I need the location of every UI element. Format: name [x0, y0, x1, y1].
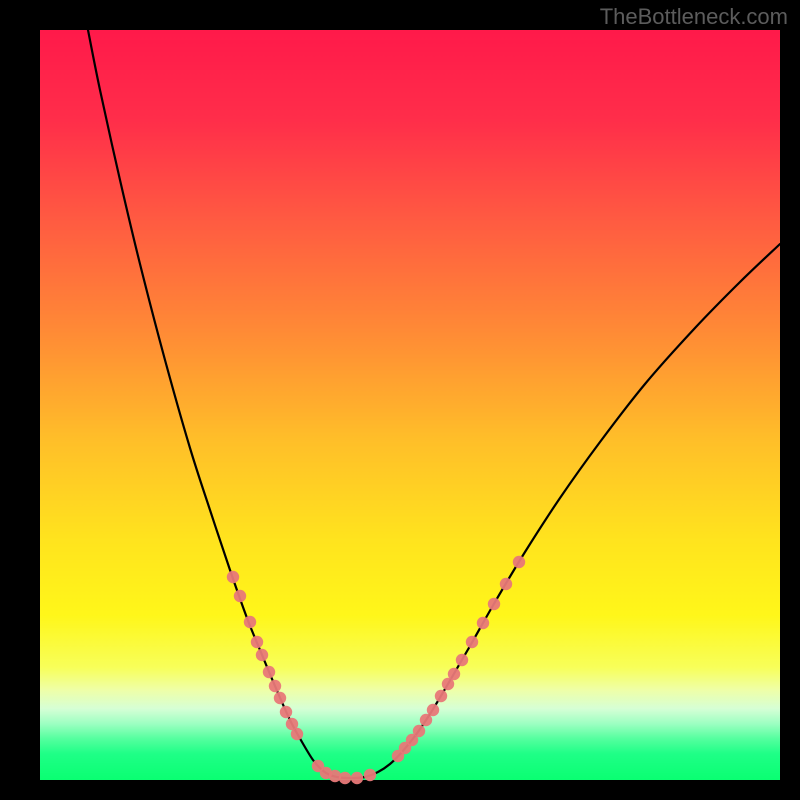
curve-marker-dot: [269, 680, 281, 692]
curve-marker-dot: [251, 636, 263, 648]
curve-marker-dot: [263, 666, 275, 678]
curve-marker-dot: [291, 728, 303, 740]
curve-marker-dot: [280, 706, 292, 718]
curve-marker-dot: [448, 668, 460, 680]
curve-marker-dot: [413, 725, 425, 737]
curve-marker-dot: [435, 690, 447, 702]
curve-marker-dot: [488, 598, 500, 610]
resonance-curve: [88, 30, 780, 778]
curve-marker-dot: [477, 617, 489, 629]
curve-marker-dot: [420, 714, 432, 726]
curve-marker-dot: [351, 772, 363, 784]
curve-marker-dot: [364, 769, 376, 781]
curve-marker-dot: [427, 704, 439, 716]
curve-marker-dot: [466, 636, 478, 648]
watermark-text: TheBottleneck.com: [600, 4, 788, 30]
curve-marker-dot: [274, 692, 286, 704]
curve-marker-dot: [500, 578, 512, 590]
curve-marker-dot: [256, 649, 268, 661]
dotted-markers-group: [227, 556, 525, 784]
curve-marker-dot: [456, 654, 468, 666]
chart-curve-layer: [40, 30, 780, 780]
curve-marker-dot: [227, 571, 239, 583]
curve-marker-dot: [339, 772, 351, 784]
curve-marker-dot: [513, 556, 525, 568]
curve-marker-dot: [234, 590, 246, 602]
curve-marker-dot: [244, 616, 256, 628]
chart-plot-area: [40, 30, 780, 780]
